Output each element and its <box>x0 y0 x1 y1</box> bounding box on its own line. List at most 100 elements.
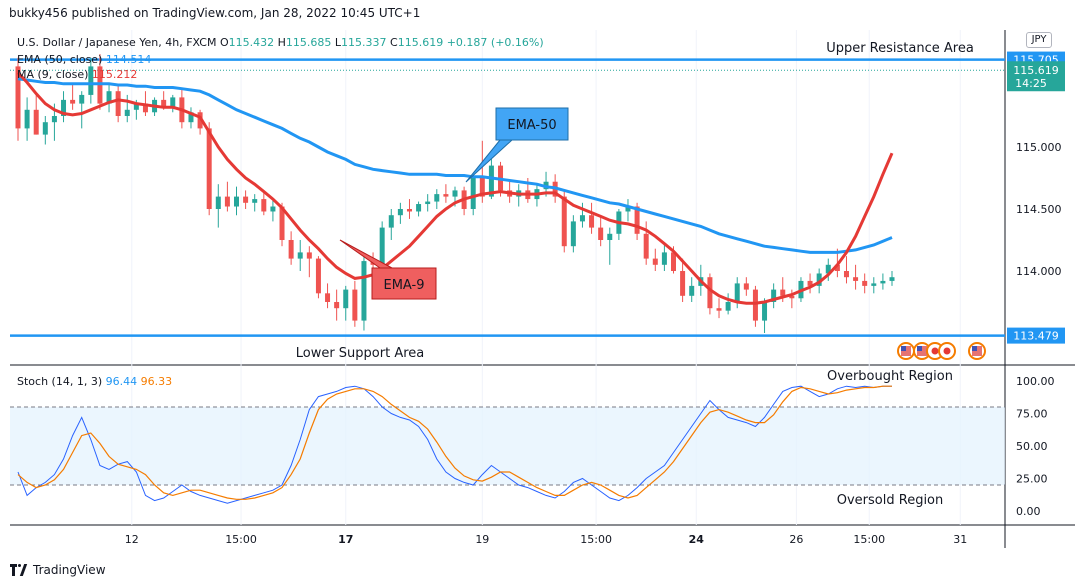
ma9-line <box>16 71 894 305</box>
last-price-value: 115.619 <box>1013 64 1059 77</box>
candle-body <box>589 215 595 228</box>
candle-body <box>452 190 458 197</box>
candle-body <box>479 178 485 197</box>
ohlc-close: 115.619 <box>397 36 444 49</box>
candle-body <box>570 221 576 247</box>
candle-body <box>871 283 877 286</box>
candle-body <box>680 271 686 296</box>
candle-body <box>671 252 676 271</box>
candle-body <box>843 271 849 278</box>
ema50-callout-box <box>465 107 569 183</box>
ema-value: 114.514 <box>105 53 152 66</box>
candle-body <box>816 273 822 286</box>
candle-body <box>243 196 249 203</box>
candle-body <box>115 91 121 116</box>
candle-body <box>625 206 631 212</box>
candle-body <box>734 283 740 302</box>
us-flag-canton <box>972 346 977 351</box>
stoch-k-line <box>17 385 892 504</box>
candle-body <box>379 227 385 265</box>
candle-body <box>79 94 85 104</box>
stoch-d-line <box>17 385 892 500</box>
moving-average-lines <box>16 71 894 305</box>
candle-body <box>161 99 167 108</box>
candle-body <box>825 264 831 274</box>
time-tick-label: 24 <box>689 533 705 546</box>
stoch-label: Stoch (14, 1, 3) <box>17 375 103 388</box>
published-header: bukky456 published on TradingView.com, J… <box>9 6 421 20</box>
stoch-tick-label: 0.00 <box>1016 505 1041 518</box>
candle-body <box>215 196 221 209</box>
candle-body <box>224 196 230 207</box>
currency-badge[interactable]: JPY <box>1026 32 1052 48</box>
ohlc-open: 115.432 <box>228 36 275 49</box>
time-tick-label: 15:00 <box>853 533 885 546</box>
stoch-tick-label: 75.00 <box>1016 408 1048 421</box>
candle-body <box>206 128 212 209</box>
ma-legend[interactable]: MA (9, close) 115.212 <box>17 68 137 81</box>
stoch-legend[interactable]: Stoch (14, 1, 3) 96.44 96.33 <box>17 375 172 388</box>
time-tick-label: 15:00 <box>580 533 612 546</box>
ema9-callout-box <box>339 239 437 300</box>
candle-body <box>252 199 258 203</box>
candle-body <box>397 209 403 216</box>
candle-body <box>643 233 649 259</box>
candle-body <box>707 277 713 309</box>
candle-body <box>853 277 859 281</box>
stoch-tick-label: 50.00 <box>1016 440 1048 453</box>
stoch-d-value: 96.33 <box>140 375 173 388</box>
candle-body <box>862 280 868 286</box>
candle-body <box>634 206 640 234</box>
ema-legend[interactable]: EMA (50, close) 114.514 <box>17 53 151 66</box>
stoch-k-value: 96.44 <box>105 375 138 388</box>
candle-body <box>288 240 294 259</box>
candle-body <box>188 112 194 123</box>
jp-flag-dot <box>943 347 951 355</box>
time-tick-label: 26 <box>789 533 803 546</box>
candle-body <box>343 289 349 309</box>
stoch-band <box>10 406 1005 486</box>
candle-body <box>261 199 267 212</box>
stoch-tick-label: 100.00 <box>1016 375 1055 388</box>
candle-body <box>297 252 303 259</box>
price-change: +0.187 (+0.16%) <box>446 36 544 49</box>
candle-body <box>334 302 340 309</box>
stoch-tick-label: 25.00 <box>1016 473 1048 486</box>
ohlc-low: 115.337 <box>341 36 387 49</box>
candle-body <box>33 109 39 135</box>
candle-body <box>234 196 239 207</box>
overbought-label: Overbought Region <box>827 369 953 384</box>
ohlc-h-label: H <box>277 36 286 49</box>
us-flag-canton <box>901 346 906 351</box>
candle-body <box>789 295 795 299</box>
candle-body <box>133 103 139 110</box>
oversold-label: Oversold Region <box>837 493 944 508</box>
candle-body <box>689 285 695 296</box>
candle-body <box>70 99 76 104</box>
candle-body <box>443 194 449 197</box>
jp-flag-dot <box>931 347 939 355</box>
event-flags <box>897 342 986 360</box>
candle-body <box>598 227 604 240</box>
stoch-lines <box>17 385 892 504</box>
last-price-countdown: 14:25 <box>1015 77 1047 90</box>
candle-body <box>106 91 112 104</box>
candle-body <box>142 103 148 113</box>
candle-body <box>752 289 758 321</box>
candle-body <box>652 258 658 265</box>
candle-body <box>434 194 440 202</box>
candle-body <box>889 277 895 281</box>
lower-support-label: Lower Support Area <box>296 346 425 361</box>
candle-body <box>561 196 567 247</box>
candle-body <box>306 252 312 259</box>
symbol-legend: U.S. Dollar / Japanese Yen, 4h, FXCM O11… <box>17 36 544 49</box>
footer-brand[interactable]: TradingView <box>10 563 106 577</box>
candle-body <box>61 99 67 116</box>
ohlc-c-label: C <box>390 36 398 49</box>
level-price-tag-text: 113.479 <box>1013 330 1059 343</box>
ma-label: MA (9, close) <box>17 68 89 81</box>
stoch-band-fill <box>10 407 1005 485</box>
candle-body <box>325 293 331 302</box>
candle-body <box>716 308 722 311</box>
